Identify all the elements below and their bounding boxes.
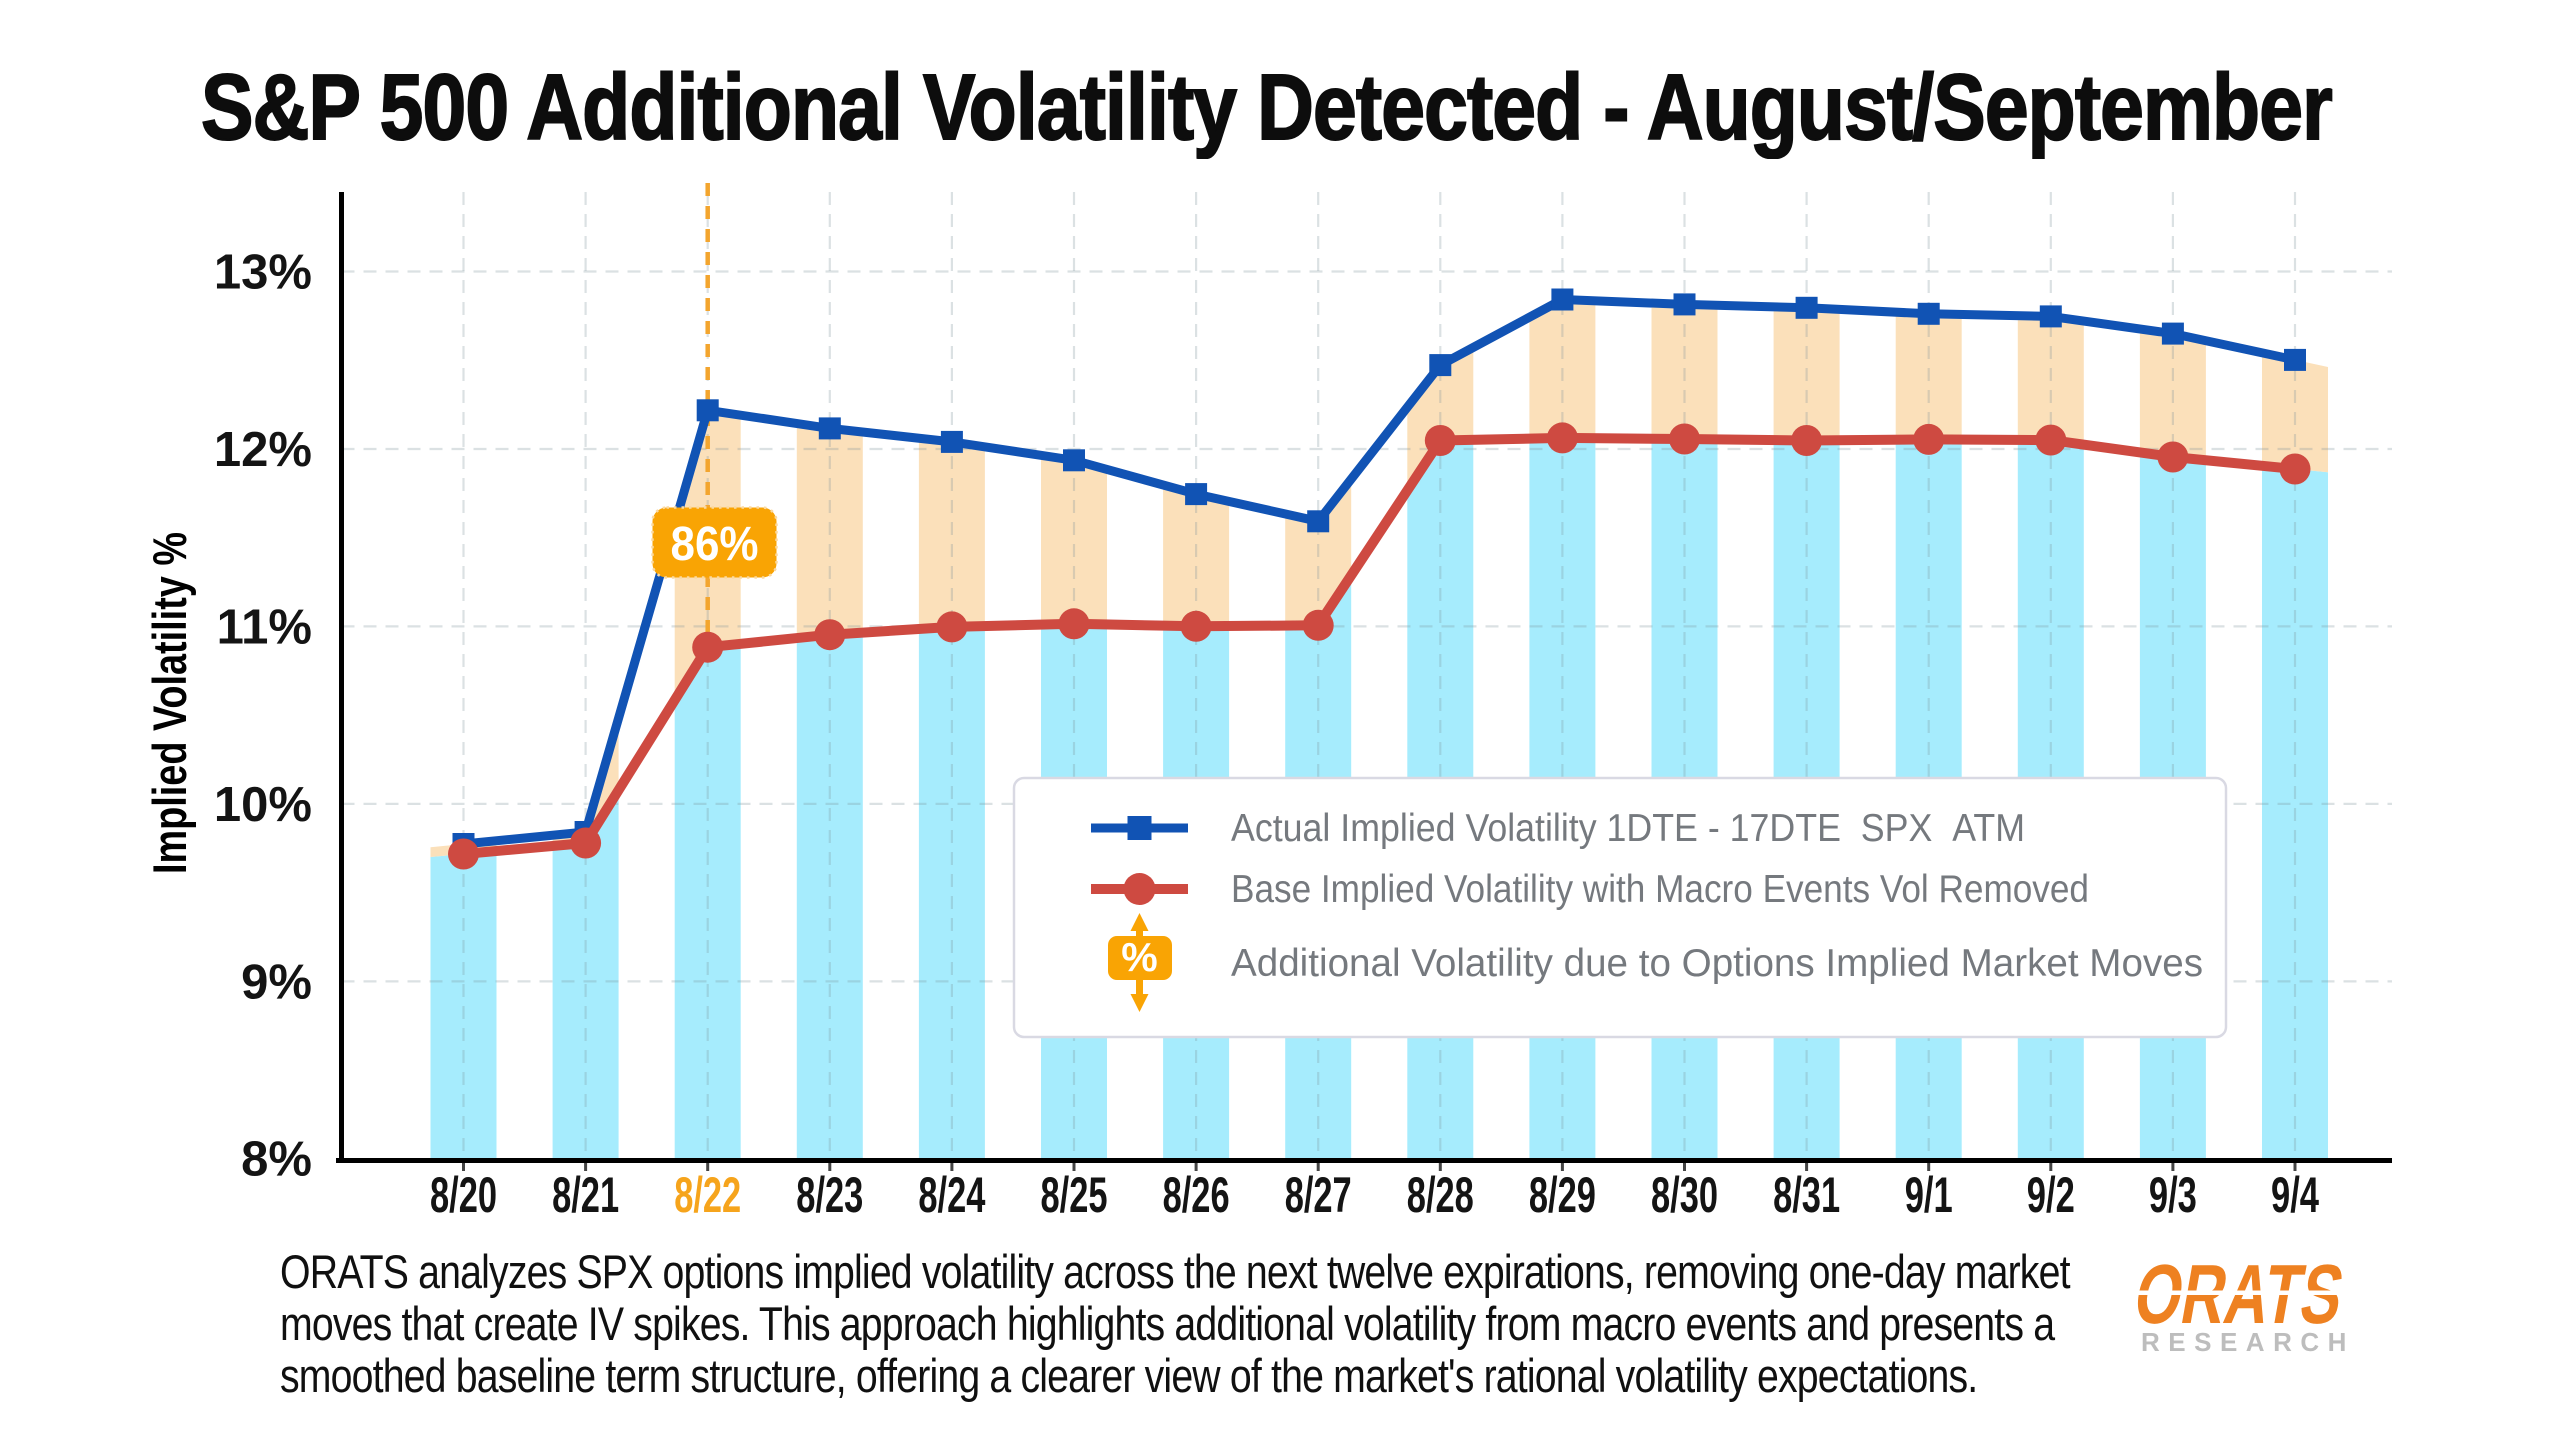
svg-text:%: % (1121, 934, 1157, 980)
svg-text:8/27: 8/27 (1285, 1167, 1352, 1223)
svg-text:9/2: 9/2 (2027, 1167, 2075, 1223)
svg-text:8/22: 8/22 (674, 1167, 741, 1223)
svg-text:9%: 9% (241, 955, 312, 1009)
svg-text:Actual Implied Volatility 1DTE: Actual Implied Volatility 1DTE - 17DTE S… (1231, 807, 2025, 850)
svg-text:RESEARCH: RESEARCH (2141, 1327, 2355, 1357)
svg-text:8/30: 8/30 (1651, 1167, 1718, 1223)
svg-text:9/4: 9/4 (2271, 1167, 2319, 1223)
svg-text:8/20: 8/20 (430, 1167, 497, 1223)
svg-text:9/1: 9/1 (1905, 1167, 1953, 1223)
svg-text:8/31: 8/31 (1773, 1167, 1840, 1223)
svg-text:Additional Volatility due to O: Additional Volatility due to Options Imp… (1231, 942, 2203, 985)
svg-text:11%: 11% (217, 600, 312, 654)
svg-text:8/23: 8/23 (796, 1167, 863, 1223)
svg-text:8%: 8% (241, 1133, 312, 1187)
svg-text:12%: 12% (214, 423, 312, 477)
svg-text:8/29: 8/29 (1529, 1167, 1596, 1223)
svg-text:8/28: 8/28 (1407, 1167, 1474, 1223)
svg-text:8/21: 8/21 (552, 1167, 619, 1223)
svg-text:8/26: 8/26 (1163, 1167, 1230, 1223)
svg-text:8/24: 8/24 (918, 1167, 985, 1223)
svg-text:Implied Volatility %: Implied Volatility % (143, 532, 196, 874)
svg-text:10%: 10% (214, 778, 312, 832)
svg-text:9/3: 9/3 (2149, 1167, 2197, 1223)
svg-text:86%: 86% (671, 518, 759, 571)
svg-text:13%: 13% (214, 246, 312, 300)
svg-text:Base Implied Volatility with M: Base Implied Volatility with Macro Event… (1231, 868, 2089, 911)
svg-text:8/25: 8/25 (1041, 1167, 1108, 1223)
